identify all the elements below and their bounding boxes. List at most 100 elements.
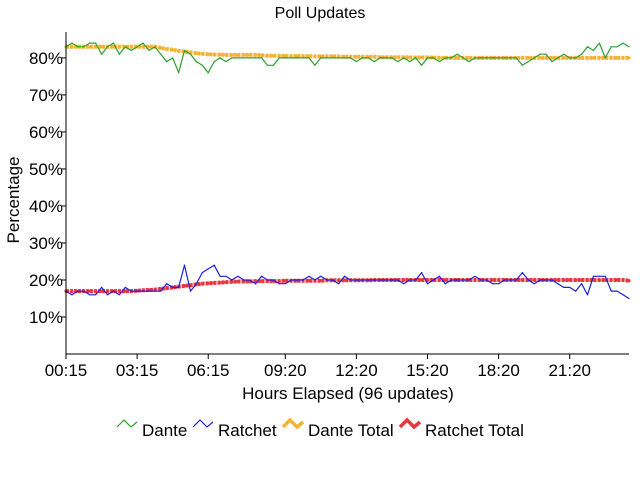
dante-line <box>65 42 630 74</box>
dante-point <box>557 57 559 59</box>
dante-total-point <box>254 53 258 57</box>
dante-point <box>521 64 523 66</box>
dante-point <box>278 57 280 59</box>
dante-point <box>118 53 120 55</box>
dante-point <box>456 53 458 55</box>
dante-point <box>379 57 381 59</box>
dante-point <box>515 57 518 59</box>
legend-label: Dante <box>142 421 187 440</box>
dante-point <box>622 42 624 44</box>
ratchet-point <box>450 279 452 281</box>
y-tick-label: 10% <box>29 308 63 327</box>
ratchet-total-point <box>425 278 430 282</box>
dante-point <box>616 46 618 48</box>
ratchet-point <box>355 279 357 281</box>
y-axis-label: Percentage <box>4 157 23 244</box>
dante-point <box>136 46 138 48</box>
y-tick-label: 50% <box>29 160 63 179</box>
dante-total-point <box>325 54 329 59</box>
dante-total-point <box>591 56 596 60</box>
dante-total-point <box>408 55 412 60</box>
y-tick-label: 30% <box>29 234 63 253</box>
ratchet-total-point <box>242 279 246 284</box>
dante-total-point <box>597 56 602 60</box>
x-tick-label: 00:15 <box>45 361 88 380</box>
dante-total-point <box>313 54 317 59</box>
ratchet-total-point <box>200 282 204 286</box>
dante-total-point <box>372 55 376 59</box>
dante-total-point <box>627 56 631 60</box>
ratchet-total-point <box>100 289 104 293</box>
ratchet-point <box>101 286 103 288</box>
ratchet-point <box>118 294 120 296</box>
dante-total-point <box>200 52 204 56</box>
ratchet-point <box>492 283 494 285</box>
dante-point <box>101 53 103 55</box>
ratchet-point <box>136 290 138 292</box>
ratchet-point <box>261 275 263 277</box>
dante-point <box>539 53 541 55</box>
dante-total-point <box>111 45 115 49</box>
ratchet-total-point <box>597 278 602 282</box>
ratchet-total-point <box>283 279 287 283</box>
ratchet-point <box>581 283 583 285</box>
ratchet-point <box>498 283 500 285</box>
ratchet-point <box>207 268 209 270</box>
ratchet-point <box>148 290 150 292</box>
dante-point <box>598 42 601 44</box>
ratchet-total-point <box>443 278 447 282</box>
dante-total-point <box>283 54 287 58</box>
ratchet-point <box>349 279 352 281</box>
dante-total-point <box>100 45 104 49</box>
x-tick-label: 09:20 <box>264 361 307 380</box>
legend-label: Dante Total <box>308 421 394 440</box>
dante-point <box>302 57 304 59</box>
ratchet-point <box>385 279 387 281</box>
dante-point <box>492 57 494 59</box>
ratchet-total-point <box>94 289 98 293</box>
ratchet-point <box>551 279 553 281</box>
dante-point <box>284 57 286 59</box>
ratchet-point <box>183 264 186 266</box>
ratchet-total-point <box>556 278 560 282</box>
dante-total-point <box>455 56 459 60</box>
ratchet-point <box>604 275 606 277</box>
dante-point <box>355 61 357 63</box>
chart-title: Poll Updates <box>275 5 366 22</box>
dante-point <box>545 53 547 55</box>
dante-total-point <box>420 55 424 60</box>
dante-point <box>474 57 476 59</box>
ratchet-total-point <box>123 289 127 293</box>
dante-total-point <box>609 56 613 60</box>
dante-total-point <box>94 45 98 49</box>
dante-total-point <box>615 56 619 60</box>
dante-point <box>498 57 500 59</box>
dante-total-point <box>248 53 252 57</box>
ratchet-point <box>563 286 565 288</box>
legend-swatch <box>398 417 422 430</box>
dante-total-point <box>526 56 530 60</box>
ratchet-point <box>160 290 162 292</box>
dante-total-point <box>260 53 264 57</box>
dante-point <box>95 42 97 44</box>
dante-point <box>586 46 589 48</box>
dante-point <box>397 61 399 63</box>
legend-label: Ratchet Total <box>425 421 524 440</box>
dante-point <box>130 49 132 52</box>
ratchet-point <box>521 272 523 274</box>
dante-total-point <box>230 53 234 57</box>
dante-point <box>160 53 162 55</box>
dante-point <box>409 61 411 63</box>
ratchet-total-point <box>402 278 406 282</box>
legend-item-ratchet-total: Ratchet Total <box>398 417 524 440</box>
dante-total-point <box>307 54 311 58</box>
ratchet-point <box>272 279 274 281</box>
dante-point <box>71 42 73 44</box>
dante-point <box>480 57 482 59</box>
ratchet-point <box>598 275 601 277</box>
ratchet-point <box>308 275 310 277</box>
dante-total-point <box>165 47 169 51</box>
dante-point <box>148 49 150 52</box>
ratchet-point <box>592 275 595 277</box>
ratchet-point <box>438 275 440 277</box>
